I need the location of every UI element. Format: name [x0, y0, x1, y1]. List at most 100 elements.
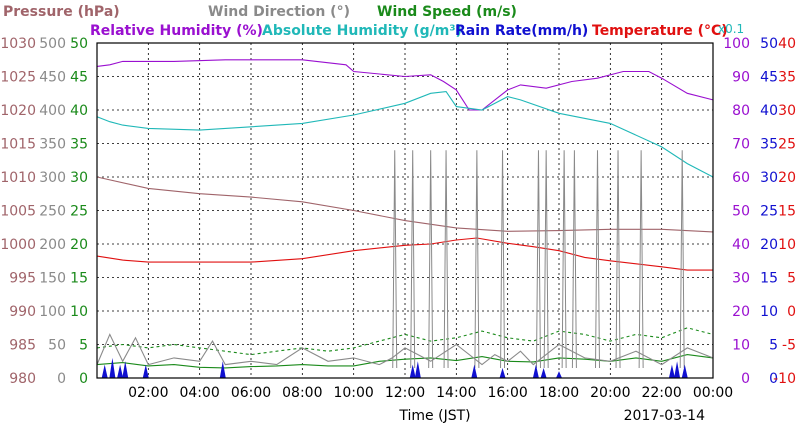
wind-speed-max-line — [96, 327, 714, 356]
series-layer — [96, 59, 714, 378]
y-tick-label: 90 — [732, 70, 750, 86]
x-tick-label: 14:00 — [436, 385, 476, 401]
y-tick-label: 30 — [778, 103, 796, 119]
y-tick-label: 50 — [48, 338, 66, 354]
legend-item: Rain Rate(mm/h) — [455, 23, 588, 39]
axes-layer: 02:00 04:00 06:00 08:00 10:00 12:00 14:00 16:00… — [0, 36, 796, 401]
y-tick-label: 30 — [70, 170, 88, 186]
wind-direction-spike — [474, 150, 480, 369]
y-tick-label: 1015 — [0, 137, 36, 153]
x-tick-label: 04:00 — [179, 385, 219, 401]
y-tick-label: -10 — [773, 371, 796, 387]
y-tick-label: 985 — [9, 338, 36, 354]
y-tick-label: 25 — [778, 137, 796, 153]
y-tick-label: 400 — [39, 103, 66, 119]
y-tick-label: 50 — [70, 36, 88, 52]
y-tick-label: 10 — [70, 304, 88, 320]
rain-rate-spike — [117, 364, 124, 378]
y-tick-label: 15 — [70, 271, 88, 287]
rain-rate-spike — [674, 361, 681, 378]
x-tick-label: 00:00 — [693, 385, 733, 401]
y-tick-label: 35 — [70, 137, 88, 153]
y-tick-label: 25 — [760, 204, 778, 220]
rain-rate-spike — [414, 361, 421, 378]
y-tick-label: 45 — [760, 70, 778, 86]
y-tick-label: 1010 — [0, 170, 36, 186]
wind-direction-spike — [410, 150, 416, 369]
relative-humidity-line — [96, 59, 714, 111]
legend-item: Relative Humidity (%) — [90, 23, 263, 39]
rain-rate-spike — [668, 364, 675, 378]
wind-direction-spike — [595, 150, 600, 369]
absolute-humidity-g-m-line — [96, 91, 714, 178]
x-tick-label: 06:00 — [231, 385, 271, 401]
y-tick-label: 0 — [57, 371, 66, 387]
rain-rate-spike — [540, 367, 547, 378]
y-tick-label: 100 — [39, 304, 66, 320]
y-tick-label: 35 — [760, 137, 778, 153]
y-tick-label: 80 — [732, 103, 750, 119]
y-tick-label: 20 — [70, 237, 88, 253]
y-tick-label: 30 — [760, 170, 778, 186]
legend-item: Wind Speed (m/s) — [377, 4, 517, 20]
x-tick-label: 22:00 — [641, 385, 681, 401]
x-tick-label: 20:00 — [590, 385, 630, 401]
y-tick-label: 50 — [760, 36, 778, 52]
y-tick-label: 0 — [769, 371, 778, 387]
rain-rate-spike — [122, 361, 129, 378]
x-tick-label: 10:00 — [333, 385, 373, 401]
x-tick-label: 12:00 — [385, 385, 425, 401]
y-tick-label: 150 — [39, 271, 66, 287]
y-tick-label: 1030 — [0, 36, 36, 52]
x-tick-label: 18:00 — [539, 385, 579, 401]
y-tick-label: 15 — [760, 271, 778, 287]
factor-note: x0.1 — [718, 22, 744, 36]
wind-direction-spike — [443, 150, 449, 369]
y-tick-label: 40 — [778, 36, 796, 52]
wind-direction-spike — [615, 150, 621, 369]
pressure-hpa-line — [96, 176, 714, 233]
y-tick-label: 10 — [732, 338, 750, 354]
y-tick-label: 1005 — [0, 204, 36, 220]
y-tick-label: 200 — [39, 237, 66, 253]
y-tick-label: 1025 — [0, 70, 36, 86]
date-label: 2017-03-14 — [624, 408, 705, 424]
rain-rate-spike — [681, 364, 688, 378]
y-tick-label: 10 — [760, 304, 778, 320]
y-tick-label: 980 — [9, 371, 36, 387]
temperature-c-line — [96, 237, 713, 271]
y-tick-label: 450 — [39, 70, 66, 86]
rain-rate-spike — [219, 361, 226, 378]
y-tick-label: 15 — [778, 204, 796, 220]
wind-direction-spike — [535, 150, 541, 369]
y-tick-label: 70 — [732, 137, 750, 153]
legend-item: Temperature (°C) — [592, 23, 728, 39]
y-tick-label: 25 — [70, 204, 88, 220]
rain-rate-spike — [532, 364, 539, 378]
wind-direction-spike — [561, 150, 567, 369]
y-tick-label: 45 — [70, 70, 88, 86]
legend-item: Pressure (hPa) — [3, 4, 120, 20]
y-tick-label: 40 — [760, 103, 778, 119]
y-tick-label: 250 — [39, 204, 66, 220]
y-tick-label: 300 — [39, 170, 66, 186]
y-tick-label: 0 — [79, 371, 88, 387]
y-tick-label: 20 — [732, 304, 750, 320]
rain-rate-spike — [109, 357, 116, 378]
y-tick-label: 350 — [39, 137, 66, 153]
y-tick-label: 5 — [787, 271, 796, 287]
y-tick-label: 995 — [9, 271, 36, 287]
y-tick-label: 0 — [741, 371, 750, 387]
y-tick-label: 35 — [778, 70, 796, 86]
y-tick-label: 500 — [39, 36, 66, 52]
x-tick-label: 02:00 — [128, 385, 168, 401]
y-tick-label: 20 — [778, 170, 796, 186]
y-tick-label: 50 — [732, 204, 750, 220]
rain-rate-spike — [409, 364, 416, 378]
x-tick-label: 08:00 — [282, 385, 322, 401]
plot-border — [96, 42, 714, 379]
rain-rate-spike — [556, 371, 562, 378]
y-tick-label: 1020 — [0, 103, 36, 119]
y-tick-label: 1000 — [0, 237, 36, 253]
